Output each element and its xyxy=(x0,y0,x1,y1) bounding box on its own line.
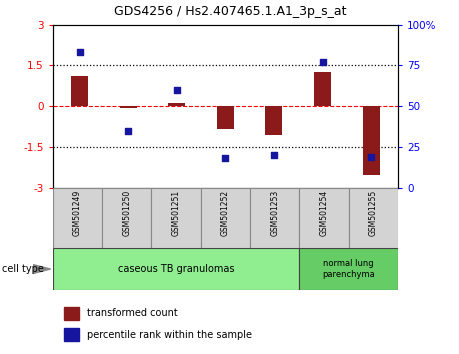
Bar xyxy=(102,188,151,248)
Bar xyxy=(168,103,185,106)
Bar xyxy=(362,106,379,175)
Text: GSM501255: GSM501255 xyxy=(368,189,377,236)
Bar xyxy=(250,188,299,248)
Bar xyxy=(53,248,299,290)
Bar xyxy=(64,307,78,320)
Text: cell type: cell type xyxy=(2,264,44,274)
Text: GSM501249: GSM501249 xyxy=(73,189,82,236)
Point xyxy=(367,154,374,160)
Point xyxy=(124,128,132,133)
Text: normal lung
parenchyma: normal lung parenchyma xyxy=(322,259,374,279)
Bar xyxy=(64,328,78,341)
Text: GDS4256 / Hs2.407465.1.A1_3p_s_at: GDS4256 / Hs2.407465.1.A1_3p_s_at xyxy=(113,5,346,18)
Bar xyxy=(200,188,250,248)
Point xyxy=(173,87,180,93)
Text: GSM501250: GSM501250 xyxy=(122,189,131,236)
Bar xyxy=(151,188,200,248)
Text: GSM501251: GSM501251 xyxy=(171,189,180,235)
Bar xyxy=(265,106,282,135)
Text: GSM501252: GSM501252 xyxy=(220,189,230,235)
Bar xyxy=(313,72,330,106)
Point xyxy=(221,155,229,161)
Point xyxy=(318,59,325,65)
Bar xyxy=(53,188,102,248)
Point xyxy=(76,50,83,55)
Bar xyxy=(71,76,88,106)
Text: GSM501253: GSM501253 xyxy=(269,189,279,236)
Point xyxy=(270,152,277,158)
Bar xyxy=(119,106,136,108)
Bar xyxy=(299,248,397,290)
Text: transformed count: transformed count xyxy=(87,308,178,318)
Polygon shape xyxy=(33,264,50,274)
Text: caseous TB granulomas: caseous TB granulomas xyxy=(118,264,234,274)
Bar xyxy=(299,188,348,248)
Text: GSM501254: GSM501254 xyxy=(319,189,328,236)
Bar xyxy=(217,106,233,129)
Bar xyxy=(348,188,397,248)
Text: percentile rank within the sample: percentile rank within the sample xyxy=(87,330,252,339)
